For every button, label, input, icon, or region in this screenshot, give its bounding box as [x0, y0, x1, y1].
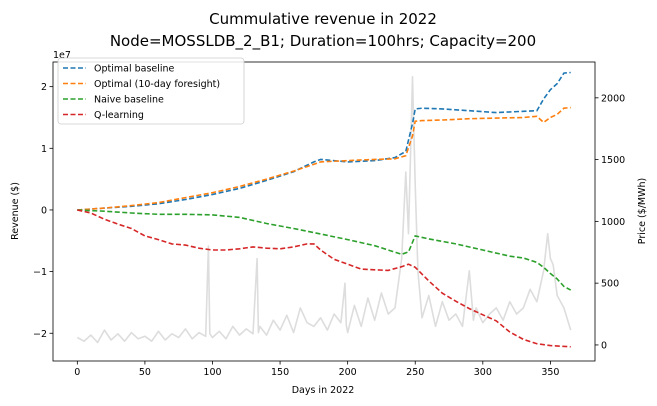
left-axis-multiplier: 1e7 [53, 50, 71, 61]
left-y-axis-label: Revenue ($) [10, 182, 21, 240]
right-y-axis-ticks: 0 500 1000 1500 2000 [595, 93, 625, 351]
right-y-tick-label-0: 0 [601, 340, 607, 351]
chart-title-line-1: Cummulative revenue in 2022 [209, 10, 437, 28]
x-tick-label-4: 200 [339, 367, 357, 378]
price-series [76, 76, 572, 344]
right-y-tick-label-3: 1500 [601, 155, 625, 166]
series-line-2 [77, 209, 572, 291]
x-tick-label-7: 350 [541, 367, 559, 378]
x-axis-label: Days in 2022 [292, 385, 355, 396]
legend-label-2: Naive baseline [94, 95, 164, 106]
x-axis-ticks: 0 50 100 150 200 250 300 350 [74, 361, 559, 378]
series-line-0 [77, 71, 571, 211]
x-tick-label-2: 100 [203, 367, 221, 378]
left-y-tick-label-3: 1 [41, 144, 47, 155]
chart-title-line-2: Node=MOSSLDB_2_B1; Duration=100hrs; Capa… [110, 32, 536, 51]
left-y-tick-label-4: 2 [41, 82, 47, 93]
series-line-1 [77, 106, 571, 211]
right-y-tick-label-1: 500 [601, 279, 619, 290]
right-y-tick-label-4: 2000 [601, 93, 625, 104]
x-tick-label-5: 250 [406, 367, 424, 378]
left-y-axis-ticks: −2 −1 0 1 2 [33, 82, 53, 340]
series-line-3 [77, 209, 571, 348]
left-y-tick-label-1: −1 [33, 267, 47, 278]
revenue-series-group [77, 71, 572, 348]
legend-box [57, 57, 245, 125]
x-tick-label-0: 0 [74, 367, 80, 378]
right-y-axis-label: Price ($/MWh) [637, 178, 648, 244]
x-tick-label-3: 150 [271, 367, 289, 378]
legend-label-0: Optimal baseline [94, 64, 175, 75]
left-y-tick-label-0: −2 [33, 329, 47, 340]
x-tick-label-1: 50 [139, 367, 151, 378]
legend-label-1: Optimal (10-day foresight) [94, 79, 220, 90]
right-y-tick-label-2: 1000 [601, 217, 625, 228]
x-tick-label-6: 300 [474, 367, 492, 378]
plot-frame [52, 61, 596, 362]
left-y-tick-label-2: 0 [41, 205, 47, 216]
legend: Optimal baseline Optimal (10-day foresigh… [57, 57, 245, 125]
price-line [76, 76, 572, 344]
legend-label-3: Q-learning [94, 110, 144, 121]
